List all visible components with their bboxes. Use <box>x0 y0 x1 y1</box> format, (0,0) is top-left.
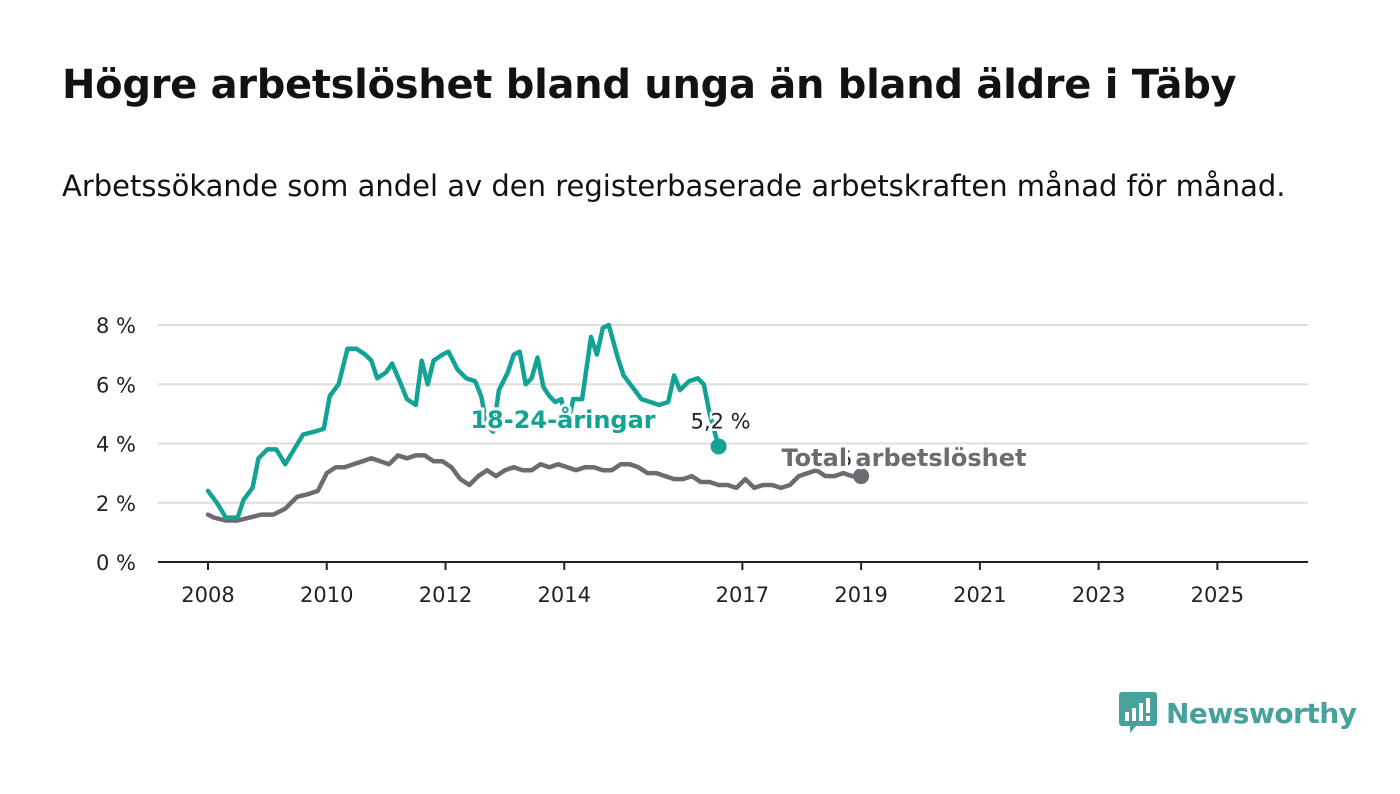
y-tick-label: 4 % <box>96 433 136 457</box>
y-tick-label: 0 % <box>96 551 136 575</box>
x-tick-label: 2023 <box>1072 583 1125 607</box>
brand-logo: Newsworthy <box>1118 690 1357 736</box>
x-tick-label: 2010 <box>300 583 353 607</box>
series-line-1 <box>205 322 721 520</box>
brand-name: Newsworthy <box>1166 696 1357 730</box>
x-tick-label: 2019 <box>834 583 887 607</box>
line-label-youth: 18-24-åringar <box>470 405 655 434</box>
series-line-0 <box>205 453 864 523</box>
x-tick-label: 2008 <box>181 583 234 607</box>
y-tick-label: 8 % <box>96 314 136 338</box>
newsworthy-logo-icon <box>1119 692 1157 733</box>
x-tick-label: 2014 <box>538 583 591 607</box>
series-end-point <box>853 468 870 485</box>
line-label-total: Total arbetslöshet <box>781 444 1026 472</box>
x-tick-label: 2017 <box>716 583 769 607</box>
x-tick-label: 2021 <box>953 583 1006 607</box>
page-subtitle: Arbetssökande som andel av den registerb… <box>62 169 1286 203</box>
x-tick-label: 2025 <box>1191 583 1244 607</box>
end-label-total: 5 % <box>839 447 879 471</box>
y-tick-label: 2 % <box>96 492 136 516</box>
x-tick-label: 2012 <box>419 583 472 607</box>
page-title: Högre arbetslöshet bland unga än bland ä… <box>62 62 1237 108</box>
y-tick-label: 6 % <box>96 373 136 397</box>
end-label-youth: 5,2 % <box>691 409 751 433</box>
series-end-point <box>710 438 727 455</box>
